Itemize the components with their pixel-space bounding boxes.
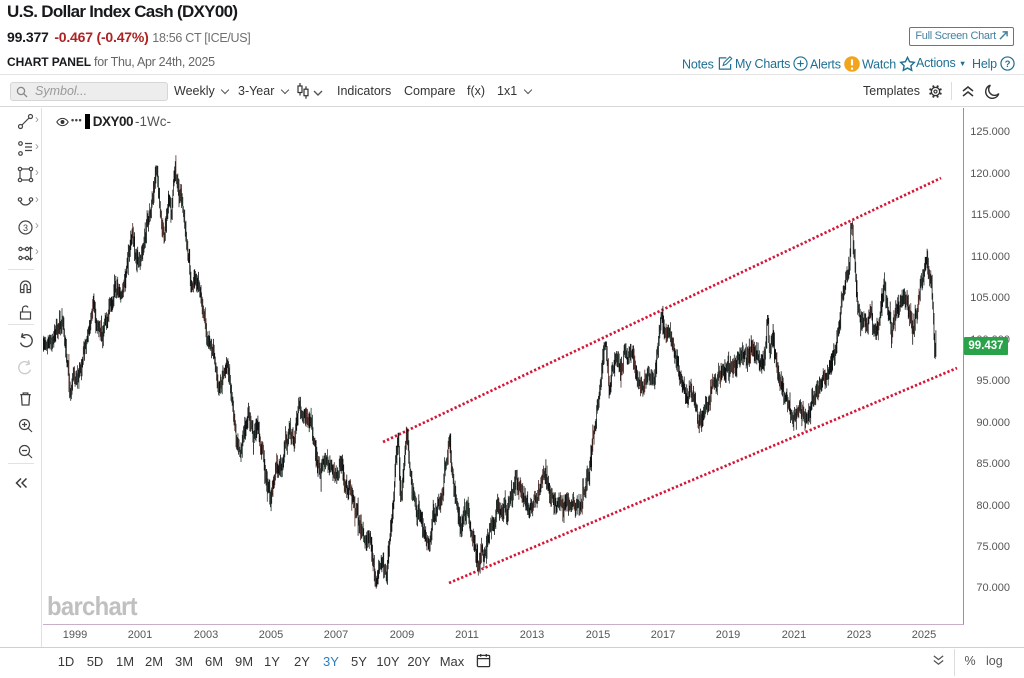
svg-text:?: ? — [1005, 59, 1011, 69]
svg-text:3: 3 — [23, 223, 28, 233]
